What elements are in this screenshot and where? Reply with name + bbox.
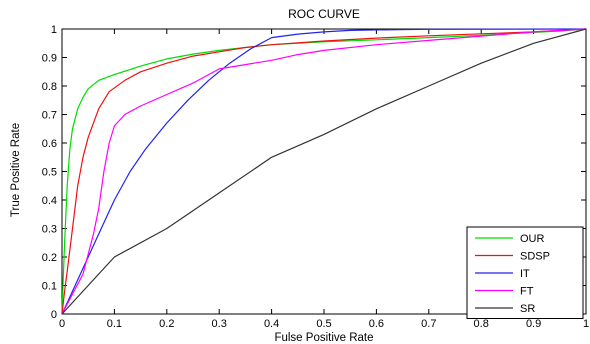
x-tick-label: 0.5: [316, 318, 331, 330]
series-line-sdsp: [61, 28, 587, 315]
y-tick-label: 1: [51, 24, 57, 36]
y-tick-label: 0.1: [42, 281, 57, 293]
x-tick-label: 0.1: [107, 318, 122, 330]
y-tick-label: 0.6: [42, 138, 57, 150]
x-tick-label: 0.3: [212, 318, 227, 330]
legend-label-sr: SR: [520, 303, 535, 315]
x-tick-label: 1: [583, 318, 589, 330]
x-tick-label: 0.6: [369, 318, 384, 330]
series-lines: [61, 28, 587, 315]
y-tick-label: 0.5: [42, 167, 57, 179]
x-tick-label: 0.7: [421, 318, 436, 330]
series-line-our: [61, 28, 587, 315]
legend-label-ft: FT: [520, 286, 534, 298]
series-line-it: [61, 28, 587, 315]
y-tick-label: 0.8: [42, 81, 57, 93]
x-tick-label: 0: [59, 318, 65, 330]
chart-title: ROC CURVE: [288, 7, 360, 21]
legend-label-sdsp: SDSP: [520, 251, 550, 263]
legend: OUR SDSP IT FT SR: [466, 226, 584, 319]
y-tick-label: 0.7: [42, 110, 57, 122]
y-tick-label: 0.3: [42, 224, 57, 236]
y-tick-label: 0.4: [42, 195, 57, 207]
series-line-sr: [61, 28, 587, 315]
x-tick-label: 0.2: [159, 318, 174, 330]
y-axis-title: True Positive Rate: [10, 123, 22, 217]
y-tick-label: 0.9: [42, 53, 57, 65]
axis-ticks: 0 0.1 0.2 0.3 0.4 0.5 0.6 0.7 0.8 0.9 1 0 0.1 0.2 0.3 0…: [42, 24, 589, 330]
y-tick-label: 0.2: [42, 252, 57, 264]
x-axis-title: Fulse Positive Rate: [274, 332, 373, 344]
x-tick-label: 0.8: [474, 318, 489, 330]
y-tick-label: 0: [51, 309, 57, 321]
legend-label-it: IT: [520, 268, 530, 280]
series-line-ft: [61, 28, 587, 315]
legend-label-our: OUR: [520, 233, 545, 245]
x-tick-label: 0.4: [264, 318, 279, 330]
x-tick-label: 0.9: [526, 318, 541, 330]
